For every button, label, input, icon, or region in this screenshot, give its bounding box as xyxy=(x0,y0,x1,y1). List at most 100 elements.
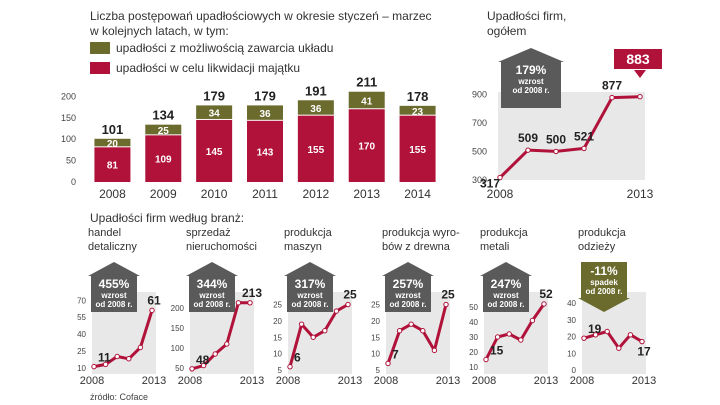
sector-point xyxy=(616,345,622,351)
sector-x-label: 2013 xyxy=(534,375,558,387)
bar-arrangement xyxy=(196,105,233,119)
total-badge-shape xyxy=(498,48,564,108)
total-value-label: 521 xyxy=(574,129,594,143)
bar-arrangement xyxy=(247,105,283,120)
total-x-label: 2013 xyxy=(627,187,654,201)
bar-category-label: 2010 xyxy=(201,187,228,201)
bar-total-label: 191 xyxy=(305,83,327,98)
bar-liquidation xyxy=(94,147,131,182)
bar-liquidation-label: 143 xyxy=(257,147,274,158)
sector-y-tick-label: 100 xyxy=(171,344,185,353)
sector-point xyxy=(431,347,438,354)
sector-point xyxy=(212,351,218,357)
sector-first-value: 11 xyxy=(98,351,111,365)
total-point xyxy=(609,94,615,101)
sector-badge-shape xyxy=(382,262,434,312)
sector-panel-title: bów z drewna xyxy=(382,241,451,253)
sector-y-tick-label: 20 xyxy=(273,317,282,326)
sector-y-tick-label: 5 xyxy=(278,366,283,375)
sector-point xyxy=(298,321,305,327)
bar-y-tick-label: 0 xyxy=(71,177,76,187)
sector-y-tick-label: 20 xyxy=(371,317,380,326)
sector-y-tick-label: 10 xyxy=(77,364,86,373)
sector-panel-title: produkcja xyxy=(284,227,333,239)
sector-panel: produkcjamaszyn510152025625317%wzrostod … xyxy=(273,227,362,387)
sector-point xyxy=(385,360,391,367)
bar-chart: Liczba postępowań upadłościowych w okres… xyxy=(61,9,436,201)
total-badge-percent: 179% xyxy=(516,63,547,77)
bar-arrangement xyxy=(348,91,385,109)
sector-point xyxy=(102,361,109,368)
bar-y-tick-label: 150 xyxy=(61,113,76,123)
sector-point xyxy=(333,308,340,314)
sector-last-value: 17 xyxy=(637,345,651,359)
total-chart-title-line-2: ogółem xyxy=(487,24,526,38)
sector-badge-percent: 257% xyxy=(393,277,424,291)
total-y-tick-label: 300 xyxy=(472,175,487,185)
sector-point xyxy=(592,332,599,338)
sector-badge-since: od 2008 r. xyxy=(390,300,427,309)
sector-last-value: 61 xyxy=(147,293,161,307)
bar-total-label: 179 xyxy=(254,88,276,103)
sector-first-value: 19 xyxy=(588,322,602,336)
sector-series-line xyxy=(386,304,448,365)
bar-liquidation-label: 81 xyxy=(107,161,119,172)
bar-arrangement xyxy=(297,100,334,115)
bar-arrangement-label: 34 xyxy=(209,109,221,120)
sector-badge-word: wzrost xyxy=(394,291,421,300)
bar-chart-title-line-2: w kolejnych latach, w tym: xyxy=(89,24,229,38)
legend-label-crimson: upadłości w celu likwidacji majątku xyxy=(116,61,300,75)
sector-point xyxy=(494,334,501,340)
sector-point xyxy=(126,356,132,362)
bar-category-label: 2013 xyxy=(353,187,380,201)
sector-y-tick-label: 30 xyxy=(567,316,576,325)
total-highlight-value: 883 xyxy=(626,51,650,67)
sector-point xyxy=(200,362,207,369)
sector-y-tick-label: 15 xyxy=(371,333,380,342)
bar-liquidation xyxy=(247,120,283,182)
legend-swatch-olive xyxy=(90,42,110,54)
bar-category-label: 2014 xyxy=(404,187,431,201)
bar-chart-title-line-1: Liczba postępowań upadłościowych w okres… xyxy=(90,9,432,23)
total-value-label: 509 xyxy=(518,131,538,145)
bar-arrangement xyxy=(94,138,131,147)
sector-y-tick-label: 200 xyxy=(171,304,185,313)
sector-badge-shape xyxy=(578,262,630,312)
sector-point xyxy=(541,301,547,307)
sector-y-tick-label: 25 xyxy=(371,301,380,310)
sector-y-tick-label: 40 xyxy=(469,318,478,327)
sector-y-tick-label: 40 xyxy=(77,330,86,339)
sector-y-tick-label: 55 xyxy=(77,313,86,322)
sector-y-tick-label: 25 xyxy=(273,301,282,310)
sector-badge-since: od 2008 r. xyxy=(194,300,231,309)
sector-panel-title: sprzedaż xyxy=(186,227,231,239)
legend-swatch-crimson xyxy=(90,62,110,74)
sector-series-line xyxy=(484,303,546,361)
total-highlight-pointer xyxy=(634,70,646,78)
sector-x-label: 2013 xyxy=(338,375,362,387)
sector-y-tick-label: 70 xyxy=(77,296,86,305)
bar-liquidation-label: 155 xyxy=(409,145,426,156)
sector-panel: produkcja odzieży 0 10 20 30 40 19 17 -11%spadeko… xyxy=(567,227,656,387)
sector-point xyxy=(91,363,97,370)
sector-panel: produkcja wyro-bów z drewna5101520257252… xyxy=(371,227,460,387)
bar-arrangement-label: 36 xyxy=(310,104,322,115)
total-badge-word: wzrost xyxy=(517,77,544,86)
sector-point xyxy=(483,356,489,363)
sector-badge-word: wzrost xyxy=(296,291,323,300)
sector-x-label: 2013 xyxy=(436,375,460,387)
total-point xyxy=(525,147,531,153)
bar-total-label: 101 xyxy=(102,122,124,137)
sector-x-label: 2013 xyxy=(632,375,656,387)
bar-y-tick-label: 50 xyxy=(66,156,76,166)
sector-point xyxy=(518,337,524,343)
sector-x-label: 2008 xyxy=(374,375,398,387)
sector-first-value: 15 xyxy=(490,344,504,358)
bar-y-tick-label: 200 xyxy=(61,91,76,101)
bar-y-tick-label: 100 xyxy=(61,134,76,144)
